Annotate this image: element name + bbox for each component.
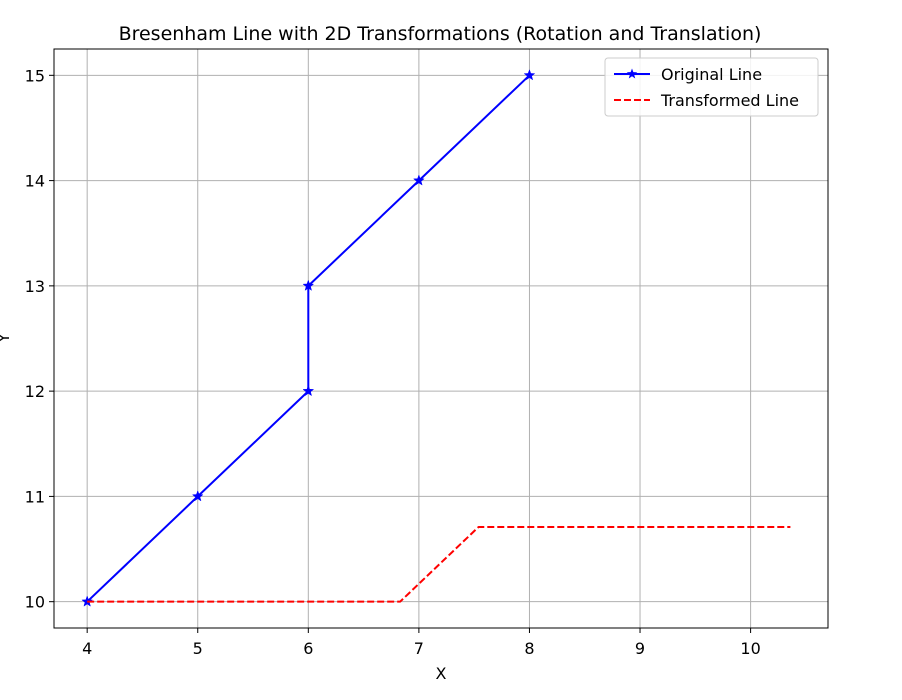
chart-title: Bresenham Line with 2D Transformations (… [119, 23, 762, 45]
legend-label-original-line: Original Line [661, 65, 762, 84]
original-line-point-5 [523, 69, 536, 81]
axis-ticks: 4 5 6 7 8 9 10 10 11 12 13 14 15 [25, 66, 761, 658]
legend: Original Line Transformed Line [604, 57, 819, 117]
y-axis-label: Y [0, 333, 13, 344]
original-line-point-3 [302, 279, 315, 291]
y-tick-label-2: 12 [25, 382, 45, 401]
legend-marker-original-line [626, 68, 638, 79]
x-tick-label-4: 8 [524, 639, 534, 658]
series-layer [81, 69, 791, 607]
x-tick-label-0: 4 [82, 639, 92, 658]
x-tick-label-6: 10 [740, 639, 760, 658]
legend-box [604, 57, 819, 117]
transformed-line-path [87, 525, 791, 603]
legend-label-transformed-line: Transformed Line [660, 91, 799, 110]
original-line-path [86, 74, 531, 603]
y-tick-label-1: 11 [25, 487, 45, 506]
x-tick-label-3: 7 [414, 639, 424, 658]
y-tick-label-3: 13 [25, 277, 45, 296]
y-tick-label-5: 15 [25, 66, 45, 85]
plot-area-frame [53, 48, 829, 629]
x-tick-label-2: 6 [303, 639, 313, 658]
original-line-point-4 [412, 174, 425, 186]
y-tick-label-4: 14 [25, 172, 45, 191]
x-tick-label-5: 9 [635, 639, 645, 658]
x-axis-label: X [436, 664, 447, 683]
y-tick-label-0: 10 [25, 593, 45, 612]
original-line-point-2 [302, 384, 315, 397]
grid-lines [54, 49, 828, 628]
legend-items: Original Line Transformed Line [614, 65, 799, 110]
x-tick-label-1: 5 [193, 639, 203, 658]
original-line-point-1 [191, 490, 204, 502]
